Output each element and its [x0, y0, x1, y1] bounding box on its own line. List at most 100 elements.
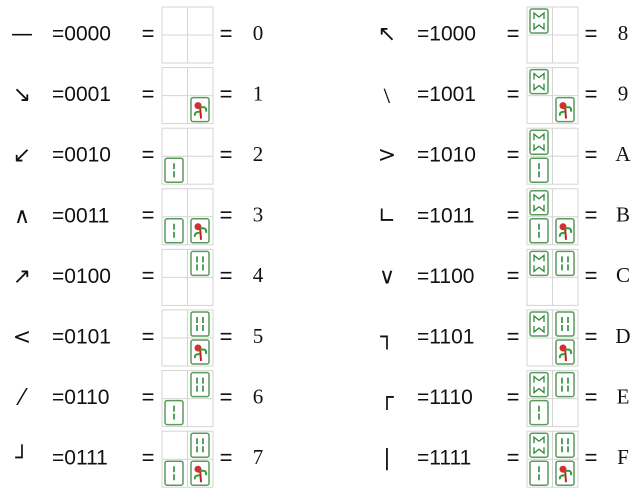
symbol: ∨: [379, 264, 395, 289]
tile-flower: [559, 223, 567, 231]
equals: =: [507, 445, 520, 470]
tile-face: [529, 311, 549, 337]
tile-face: [164, 218, 184, 244]
tile-glyph: [196, 317, 204, 331]
tile: [529, 190, 549, 216]
tile-leaf: [193, 469, 208, 480]
tile: [190, 339, 210, 365]
code: =0100: [52, 265, 111, 288]
tile-face: [190, 371, 210, 398]
equals: =: [585, 384, 598, 409]
tile-leaf: [193, 227, 208, 238]
symbol: ┐: [379, 325, 393, 350]
tile-leaf: [558, 227, 573, 238]
equals: =: [507, 203, 520, 228]
tile: [164, 399, 184, 426]
equals: =: [585, 445, 598, 470]
hex-value: C: [616, 263, 630, 287]
tile-face: [529, 8, 549, 34]
tile: [555, 311, 575, 337]
tile-face: [555, 432, 575, 458]
tile-flower: [194, 465, 202, 473]
tile: [529, 129, 549, 155]
hex-value: 1: [253, 81, 264, 105]
tile-leaf: [558, 469, 573, 480]
tile-face: [529, 68, 549, 95]
symbol: <: [13, 325, 31, 350]
equals: =: [142, 203, 155, 228]
tile-face: [529, 460, 549, 486]
symbol: ∧: [14, 204, 30, 229]
tile-glyph: [533, 72, 545, 91]
tile: [190, 371, 210, 398]
tile-face: [555, 311, 575, 337]
tile: [164, 157, 184, 183]
tile: [529, 8, 549, 34]
equals: =: [507, 81, 520, 106]
tile-face: [164, 460, 184, 486]
tile-flower: [194, 223, 202, 231]
code: =0000: [52, 23, 111, 46]
tile: [190, 250, 210, 277]
hex-value: 4: [253, 263, 264, 287]
tile: [529, 371, 549, 398]
tile-face: [529, 250, 549, 277]
tile-face: [529, 157, 549, 183]
hex-value: 7: [253, 445, 264, 469]
symbol: >: [378, 143, 396, 168]
tile-face: [529, 432, 549, 458]
tile-leaf: [558, 106, 573, 116]
equals: =: [142, 142, 155, 167]
equals: =: [220, 263, 233, 288]
tile-leaf: [193, 106, 208, 116]
symbol: ↘: [13, 83, 31, 108]
tile: [190, 432, 210, 458]
hex-value: 9: [618, 81, 629, 105]
tile: [555, 339, 575, 365]
symbol: ↙: [13, 143, 31, 168]
tile-face: [529, 129, 549, 155]
tile-glyph: [561, 377, 569, 392]
symbol: ⁄: [15, 386, 28, 411]
equals: =: [220, 445, 233, 470]
symbol: ﹨: [376, 83, 398, 108]
tile-glyph: [533, 435, 545, 455]
code: =1101: [417, 326, 474, 349]
code: =0011: [52, 204, 109, 227]
tile-leaf: [558, 348, 573, 359]
symbol: ∟: [378, 204, 396, 229]
tile-face: [555, 250, 575, 277]
equals: =: [507, 142, 520, 167]
tile-glyph: [561, 256, 569, 271]
tile-leaf: [193, 348, 208, 359]
tile: [529, 218, 549, 244]
tile-glyph: [196, 256, 204, 271]
tile-face: [164, 157, 184, 183]
tile: [190, 218, 210, 244]
equals: =: [220, 384, 233, 409]
equals: =: [585, 203, 598, 228]
tile-glyph: [533, 314, 545, 334]
tile-flower: [559, 344, 567, 352]
hex-value: 5: [253, 324, 264, 348]
tile: [529, 157, 549, 183]
tile: [190, 311, 210, 337]
code: =0001: [52, 83, 111, 106]
tile-glyph: [533, 193, 545, 213]
tile-flower: [194, 102, 202, 110]
code: =1011: [417, 204, 474, 227]
equals: =: [142, 263, 155, 288]
tile-flower: [559, 465, 567, 473]
tile-glyph: [533, 11, 545, 31]
hex-value: F: [617, 445, 629, 469]
tile: [555, 96, 575, 123]
symbol: |: [383, 446, 390, 471]
tile: [529, 250, 549, 277]
tile: [555, 250, 575, 277]
code: =0010: [52, 144, 111, 167]
tile-glyph: [196, 377, 204, 392]
tile-glyph: [533, 254, 545, 273]
equals: =: [507, 324, 520, 349]
equals: =: [142, 324, 155, 349]
